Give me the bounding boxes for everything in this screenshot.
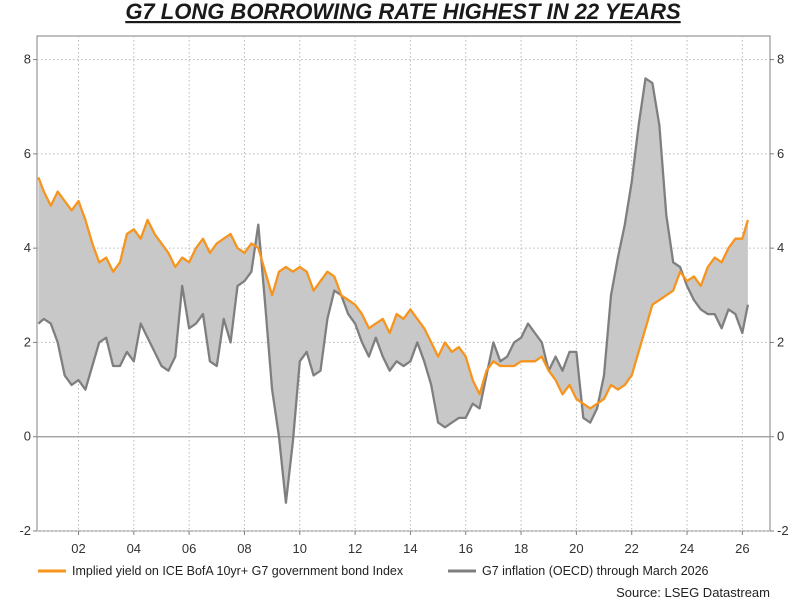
x-tick-label: 20 [569, 541, 583, 556]
grid-lines [37, 36, 770, 532]
x-tick-label: 18 [514, 541, 528, 556]
axes: -2 -20 02 24 46 68 802 04 06 08 10 12 14 16 18 20 22 24 26 [19, 52, 788, 556]
x-tick-label: 24 [680, 541, 694, 556]
y-tick-label-right: 4 [777, 240, 784, 255]
y-tick-label-right: 2 [777, 334, 784, 349]
x-tick-label: 02 [71, 541, 85, 556]
x-tick-label: 06 [182, 541, 196, 556]
y-tick-label-left: 4 [24, 240, 31, 255]
x-tick-label: 12 [348, 541, 362, 556]
series-line-implied-yield [37, 176, 750, 410]
source-note: Source: LSEG Datastream [616, 585, 770, 600]
y-tick-label-right: -2 [777, 523, 789, 538]
plot-frame [36, 35, 771, 532]
y-tick-label-left: 6 [24, 146, 31, 161]
x-tick-label: 22 [624, 541, 638, 556]
y-tick-label-right: 6 [777, 146, 784, 161]
y-tick-label-left: 0 [24, 429, 31, 444]
legend-label-inflation: G7 inflation (OECD) through March 2026 [482, 564, 709, 578]
series-line-g7-inflation [37, 77, 750, 504]
x-tick-label: 10 [293, 541, 307, 556]
chart-title: G7 LONG BORROWING RATE HIGHEST IN 22 YEA… [125, 0, 681, 24]
x-tick-label: 16 [459, 541, 473, 556]
x-tick-label: 26 [735, 541, 749, 556]
y-tick-label-left: 8 [24, 52, 31, 67]
x-tick-label: 04 [127, 541, 141, 556]
y-tick-label-right: 0 [777, 429, 784, 444]
y-tick-label-right: 8 [777, 52, 784, 67]
y-tick-label-left: 2 [24, 334, 31, 349]
x-tick-label: 14 [403, 541, 417, 556]
gap-shading [38, 78, 748, 503]
legend-label-yield: Implied yield on ICE BofA 10yr+ G7 gover… [72, 564, 404, 578]
y-tick-label-left: -2 [19, 523, 31, 538]
legend: Implied yield on ICE BofA 10yr+ G7 gover… [38, 564, 709, 578]
x-tick-label: 08 [237, 541, 251, 556]
